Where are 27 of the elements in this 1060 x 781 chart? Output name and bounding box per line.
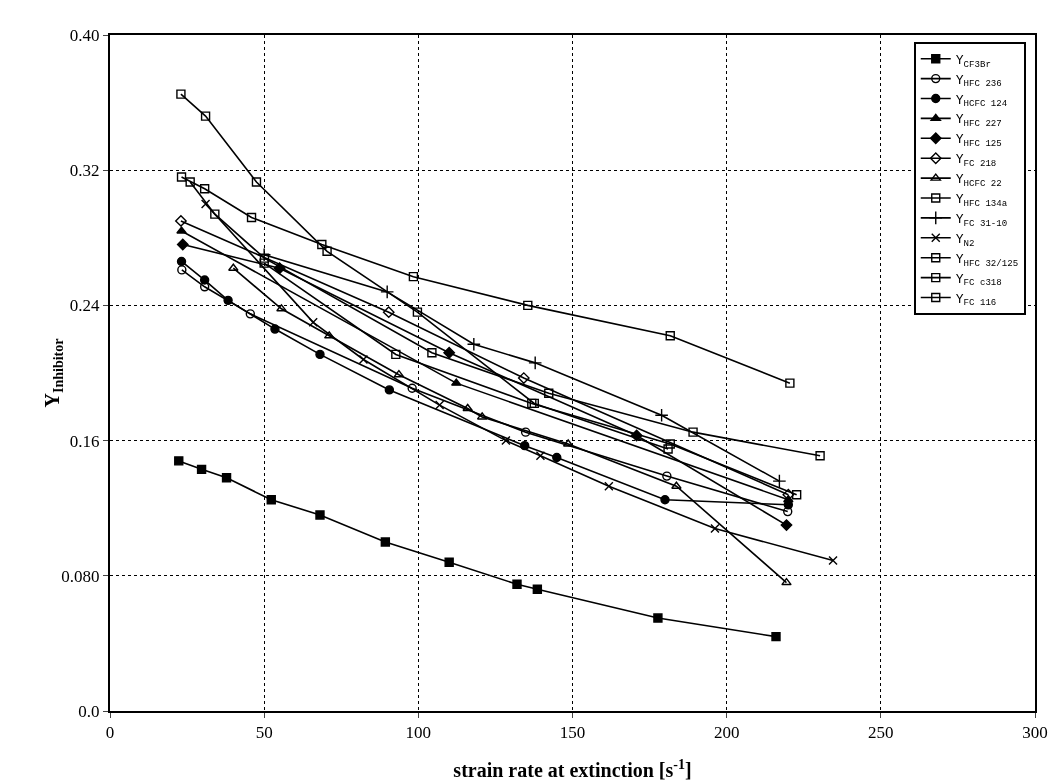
legend-label: Y$_{HCFC 124}$ — [955, 92, 1008, 110]
legend-label: Y$_{CF3Br}$ — [955, 52, 991, 70]
x-tick-label: 100 — [405, 723, 432, 743]
x-tick-label: 0 — [105, 723, 115, 743]
y-tick-label: 0.32 — [69, 161, 100, 181]
legend-label: Y$_{HFC 227}$ — [955, 112, 1002, 130]
legend-label: Y$_{FC c318}$ — [955, 271, 1002, 289]
x-tick-label: 250 — [868, 723, 894, 743]
y-tick-label: 0.16 — [69, 431, 100, 451]
x-axis-title: strain rate at extinction [s$^{-1}$] — [453, 756, 692, 781]
legend-label: Y$_{N2}$ — [955, 231, 975, 249]
x-tick-label: 150 — [559, 723, 586, 743]
legend-label: Y$_{HFC 236}$ — [955, 72, 1002, 90]
legend-label: Y$_{FC 31-10}$ — [955, 211, 1008, 229]
x-tick-label: 300 — [1022, 723, 1048, 743]
legend-label: Y$_{FC 116}$ — [955, 291, 997, 309]
y-tick-label: 0.080 — [61, 566, 100, 586]
x-tick-label: 200 — [713, 723, 740, 743]
y-tick-label: 0.24 — [69, 296, 101, 316]
x-tick-label: 50 — [255, 723, 273, 743]
y-tick-label: 0.0 — [78, 701, 100, 721]
legend-label: Y$_{HFC 125}$ — [955, 132, 1002, 150]
y-tick-label: 0.40 — [69, 25, 100, 45]
legend-label: Y$_{FC 218}$ — [955, 152, 997, 170]
legend-label: Y$_{HFC 134a}$ — [955, 192, 1008, 209]
legend-label: Y$_{HCFC 22}$ — [955, 172, 1002, 189]
legend-label: Y$_{HFC 32/125}$ — [955, 251, 1019, 269]
